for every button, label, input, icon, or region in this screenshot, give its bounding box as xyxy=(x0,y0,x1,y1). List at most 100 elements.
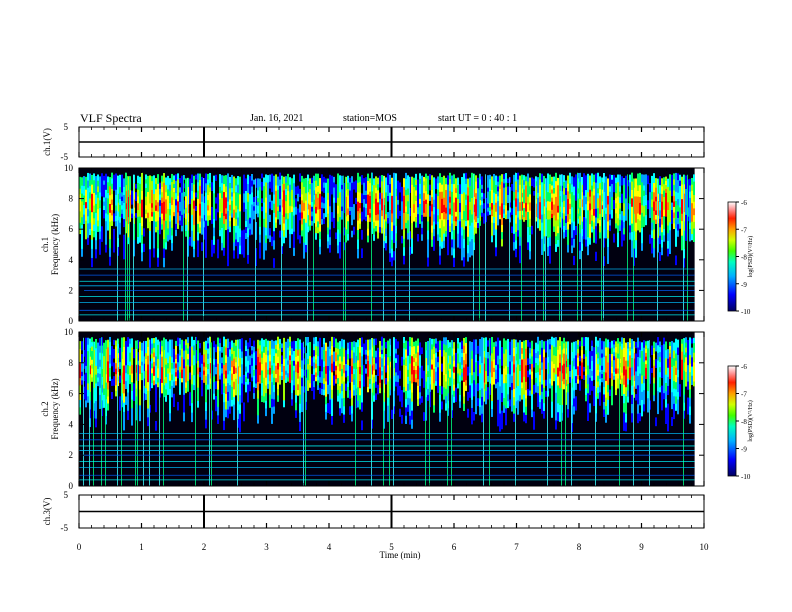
spectro-cell xyxy=(391,248,393,258)
spectro-cell xyxy=(175,362,177,368)
spectro-cell xyxy=(585,203,587,212)
spectro-cell xyxy=(507,190,509,196)
spectro-cell xyxy=(221,197,223,206)
spectro-cell xyxy=(463,247,465,258)
spectro-cell xyxy=(103,387,105,395)
spectro-cell xyxy=(299,204,301,213)
spectro-cell xyxy=(307,336,309,343)
spectro-cell xyxy=(197,181,199,191)
spectro-cell xyxy=(259,186,261,196)
spectro-cell xyxy=(505,177,507,183)
spectro-cell xyxy=(193,379,195,386)
spectro-cell xyxy=(267,203,269,211)
spectro-cell xyxy=(431,217,433,226)
spectro-cell xyxy=(485,383,487,391)
spectro-cell xyxy=(157,247,159,258)
spectro-cell xyxy=(171,173,173,183)
spectro-cell xyxy=(309,364,311,370)
spectro-cell xyxy=(289,205,291,213)
spectro-cell xyxy=(169,363,171,373)
spike xyxy=(409,176,410,321)
spectro-cell xyxy=(219,346,221,352)
spectro-cell xyxy=(273,369,275,378)
spectro-cell xyxy=(553,209,555,216)
spectro-cell xyxy=(271,364,273,374)
spectro-cell xyxy=(247,354,249,361)
spectro-cell xyxy=(489,194,491,200)
spectro-cell xyxy=(301,402,303,413)
spectro-cell xyxy=(185,376,187,383)
spectro-cell xyxy=(497,176,499,182)
spectro-cell xyxy=(305,177,307,186)
y-axis-channel-label: ch.1 xyxy=(40,237,50,252)
spectro-cell xyxy=(265,400,267,409)
spectro-cell xyxy=(481,371,483,380)
spectro-cell xyxy=(147,346,149,356)
spectro-cell xyxy=(439,209,441,220)
spectro-cell xyxy=(661,239,663,248)
spectro-cell xyxy=(377,357,379,367)
spectro-cell xyxy=(309,193,311,200)
spectro-cell xyxy=(385,242,387,251)
spectro-cell xyxy=(387,195,389,202)
spectro-cell xyxy=(377,366,379,376)
spectro-cell xyxy=(485,350,487,358)
spectro-cell xyxy=(483,193,485,199)
spectro-cell xyxy=(443,211,445,220)
spectro-cell xyxy=(445,373,447,382)
spectro-cell xyxy=(107,395,109,404)
spectro-cell xyxy=(615,217,617,224)
spectro-cell xyxy=(463,173,465,184)
spectro-cell xyxy=(529,185,531,195)
spectro-cell xyxy=(223,175,225,185)
spectro-cell xyxy=(259,370,261,376)
spectro-cell xyxy=(333,337,335,343)
spectro-cell xyxy=(239,176,241,186)
spectro-cell xyxy=(149,257,151,268)
spectro-cell xyxy=(323,349,325,356)
spectro-cell xyxy=(609,225,611,232)
spectro-cell xyxy=(685,233,687,241)
spectro-cell xyxy=(231,212,233,218)
spectro-cell xyxy=(91,248,93,259)
spectro-cell xyxy=(427,175,429,186)
spectro-cell xyxy=(439,245,441,256)
spectro-cell xyxy=(151,343,153,349)
spectro-cell xyxy=(299,421,301,432)
spike xyxy=(393,337,394,486)
spectro-cell xyxy=(655,191,657,197)
spectro-cell xyxy=(259,348,261,354)
spectro-cell xyxy=(339,355,341,364)
spectro-cell xyxy=(423,208,425,213)
spectro-cell xyxy=(433,235,435,244)
spectro-cell xyxy=(343,347,345,357)
spectro-cell xyxy=(423,412,425,421)
spectro-cell xyxy=(151,207,153,213)
spectro-cell xyxy=(221,347,223,353)
spectro-cell xyxy=(387,217,389,224)
spectro-cell xyxy=(113,228,115,238)
spectro-cell xyxy=(205,238,207,249)
spectro-cell xyxy=(549,254,551,264)
spectro-cell xyxy=(161,197,163,203)
spectro-cell xyxy=(675,172,677,183)
spectro-cell xyxy=(221,357,223,364)
spectro-cell xyxy=(347,380,349,387)
spectro-cell xyxy=(327,403,329,413)
spectro-cell xyxy=(277,375,279,383)
spectro-cell xyxy=(463,366,465,375)
spectro-cell xyxy=(105,189,107,198)
spectro-cell xyxy=(167,367,169,374)
spectro-cell xyxy=(685,188,687,196)
spectro-cell xyxy=(477,207,479,214)
spectro-cell xyxy=(257,201,259,206)
spectro-cell xyxy=(417,385,419,393)
spectro-cell xyxy=(205,358,207,368)
spectro-cell xyxy=(431,182,433,190)
spectro-cell xyxy=(593,194,595,203)
spectro-cell xyxy=(79,193,81,201)
spectro-cell xyxy=(597,217,599,224)
spectro-cell xyxy=(381,215,383,222)
spectro-cell xyxy=(635,195,637,206)
spectro-cell xyxy=(245,214,247,222)
